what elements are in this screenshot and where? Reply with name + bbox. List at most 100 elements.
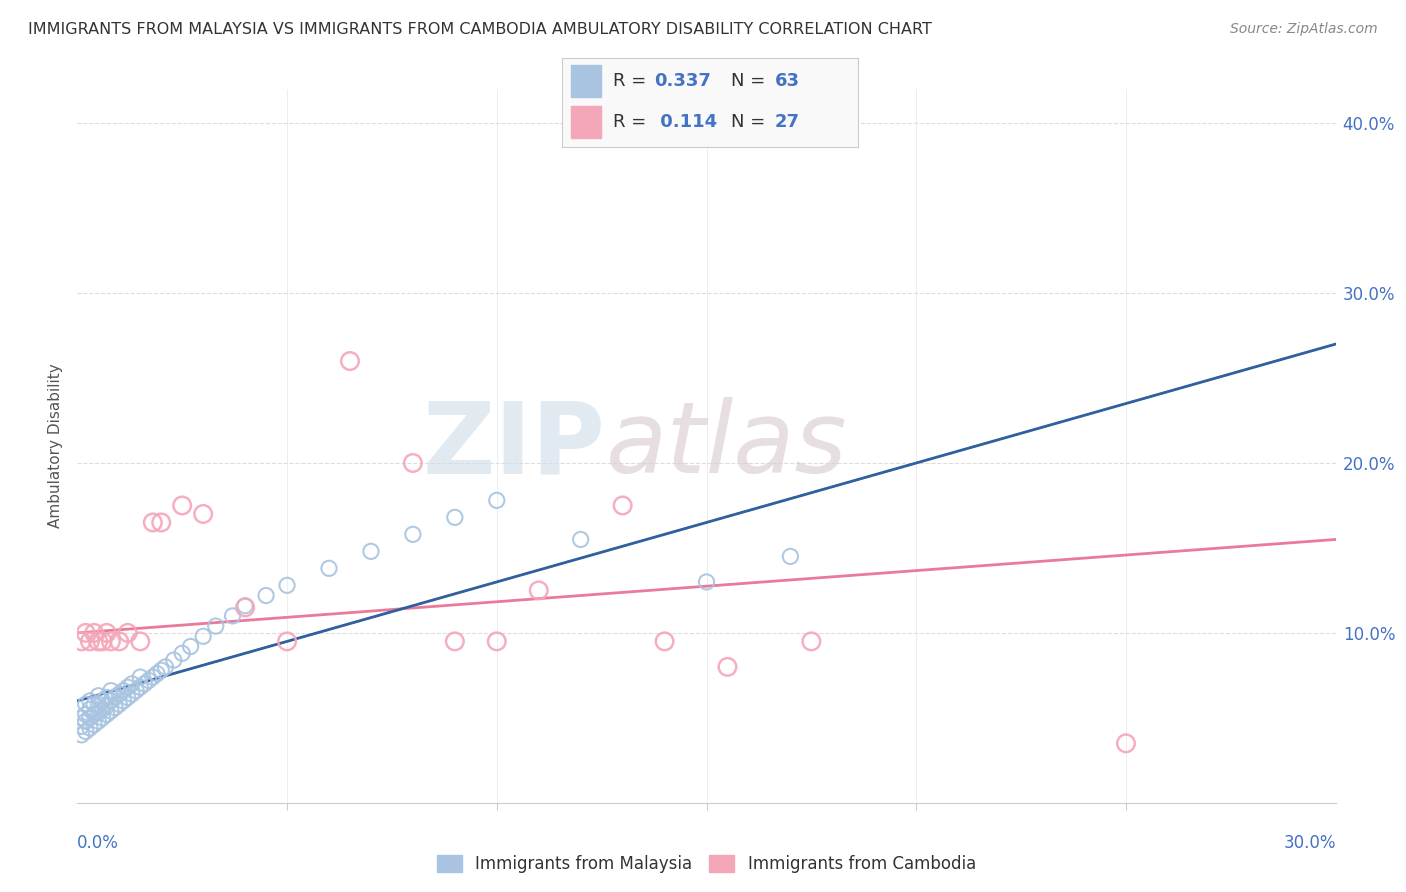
- Text: 0.0%: 0.0%: [77, 834, 120, 852]
- Point: [163, 653, 186, 667]
- Text: 63: 63: [775, 72, 800, 90]
- Point: [96, 626, 118, 640]
- Text: 30.0%: 30.0%: [1284, 834, 1336, 852]
- Point: [172, 499, 194, 513]
- Point: [112, 694, 135, 708]
- Point: [70, 719, 93, 733]
- Point: [87, 698, 110, 712]
- Point: [360, 544, 382, 558]
- Point: [779, 549, 801, 564]
- Text: 0.337: 0.337: [654, 72, 711, 90]
- Bar: [571, 65, 600, 97]
- Y-axis label: Ambulatory Disability: Ambulatory Disability: [48, 364, 63, 528]
- Point: [696, 574, 718, 589]
- Text: R =: R =: [613, 113, 651, 131]
- Point: [91, 634, 114, 648]
- Point: [75, 707, 97, 722]
- Point: [129, 670, 152, 684]
- Point: [75, 698, 97, 712]
- Point: [233, 600, 256, 615]
- Point: [75, 626, 97, 640]
- Point: [142, 670, 165, 684]
- Point: [91, 694, 114, 708]
- Point: [96, 690, 118, 705]
- Point: [117, 690, 139, 705]
- Point: [146, 666, 169, 681]
- Point: [172, 646, 194, 660]
- Point: [612, 499, 634, 513]
- Legend: Immigrants from Malaysia, Immigrants from Cambodia: Immigrants from Malaysia, Immigrants fro…: [430, 848, 983, 880]
- Point: [276, 578, 298, 592]
- Point: [100, 683, 122, 698]
- Text: 0.114: 0.114: [654, 113, 717, 131]
- Point: [716, 660, 738, 674]
- Point: [83, 626, 105, 640]
- Point: [96, 698, 118, 713]
- Point: [83, 707, 105, 722]
- Point: [75, 724, 97, 739]
- Point: [485, 493, 508, 508]
- Point: [108, 634, 131, 648]
- Point: [96, 707, 118, 722]
- Point: [83, 717, 105, 731]
- Point: [138, 673, 160, 688]
- Point: [117, 680, 139, 694]
- Point: [91, 702, 114, 716]
- Point: [150, 663, 173, 677]
- Point: [100, 704, 122, 718]
- Point: [121, 687, 143, 701]
- Point: [800, 634, 823, 648]
- Text: IMMIGRANTS FROM MALAYSIA VS IMMIGRANTS FROM CAMBODIA AMBULATORY DISABILITY CORRE: IMMIGRANTS FROM MALAYSIA VS IMMIGRANTS F…: [28, 22, 932, 37]
- Point: [191, 507, 215, 521]
- Point: [83, 698, 105, 712]
- Point: [70, 711, 93, 725]
- Point: [108, 698, 131, 712]
- Point: [444, 634, 467, 648]
- Point: [155, 660, 177, 674]
- Point: [100, 634, 122, 648]
- Point: [79, 721, 101, 735]
- Point: [79, 694, 101, 708]
- Text: N =: N =: [731, 72, 770, 90]
- Point: [70, 728, 93, 742]
- Text: R =: R =: [613, 72, 651, 90]
- Point: [87, 689, 110, 703]
- Point: [104, 690, 127, 705]
- Point: [129, 680, 152, 694]
- Bar: [571, 106, 600, 138]
- Point: [402, 456, 425, 470]
- Point: [142, 516, 165, 530]
- Point: [221, 608, 243, 623]
- Point: [444, 510, 467, 524]
- Point: [569, 533, 592, 547]
- Text: 27: 27: [775, 113, 800, 131]
- Text: N =: N =: [731, 113, 770, 131]
- Point: [134, 677, 156, 691]
- Point: [125, 683, 148, 698]
- Point: [254, 589, 277, 603]
- Point: [402, 527, 425, 541]
- Point: [87, 634, 110, 648]
- Point: [79, 702, 101, 716]
- Point: [150, 516, 173, 530]
- Point: [117, 626, 139, 640]
- Point: [318, 561, 340, 575]
- Point: [87, 714, 110, 729]
- Point: [112, 683, 135, 698]
- Point: [104, 700, 127, 714]
- Point: [1115, 736, 1137, 750]
- Point: [191, 629, 215, 643]
- Point: [339, 354, 361, 368]
- Point: [79, 711, 101, 725]
- Text: atlas: atlas: [606, 398, 848, 494]
- Point: [233, 599, 256, 613]
- Point: [485, 634, 508, 648]
- Point: [79, 634, 101, 648]
- Point: [121, 677, 143, 691]
- Point: [70, 634, 93, 648]
- Point: [276, 634, 298, 648]
- Point: [180, 640, 202, 654]
- Point: [527, 583, 550, 598]
- Point: [75, 714, 97, 729]
- Point: [87, 706, 110, 720]
